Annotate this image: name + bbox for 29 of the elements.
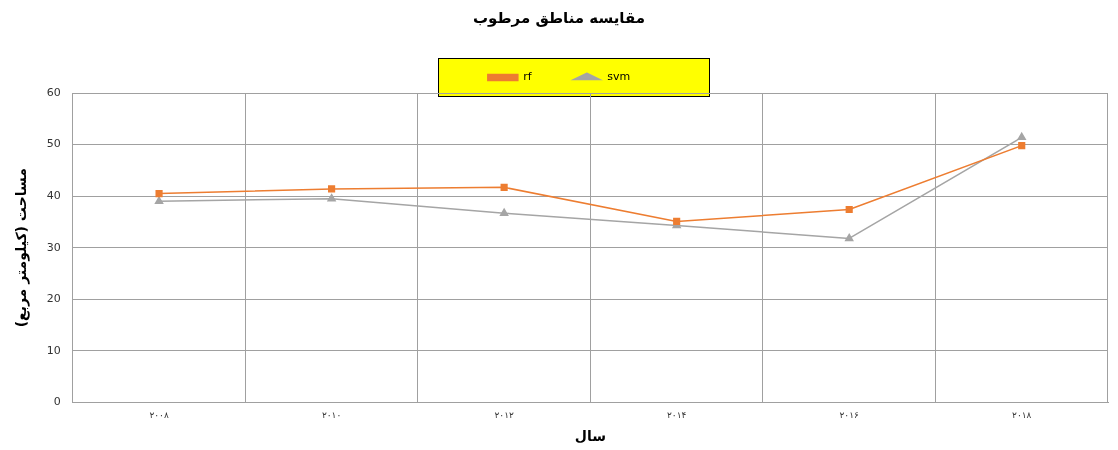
legend-label: svm xyxy=(607,70,631,84)
point xyxy=(327,193,336,202)
point xyxy=(328,185,336,193)
x-tick-label: ۲۰۱۸ xyxy=(1012,410,1032,421)
point xyxy=(845,205,853,214)
y-tick-label: 40 xyxy=(46,188,61,202)
point xyxy=(1017,132,1026,141)
x-tick-label: ۲۰۱۰ xyxy=(321,410,342,421)
y-tick-label: 60 xyxy=(46,85,61,99)
legend-label: rf xyxy=(523,70,533,84)
y-tick-label: 30 xyxy=(46,240,61,254)
chart-title: مقایسه مناطق مرطوب xyxy=(472,8,646,27)
x-tick-label: ۲۰۱۶ xyxy=(839,410,860,421)
y-tick-label: 10 xyxy=(46,343,61,357)
point xyxy=(1018,142,1026,150)
x-tick-label: ۲۰۱۴ xyxy=(666,410,687,421)
y-tick-label: 20 xyxy=(46,292,61,306)
x-tick-label: ۲۰۰۸ xyxy=(149,410,169,421)
y-axis-title: مساحت (کیلومتر مربع) xyxy=(13,168,31,328)
x-tick-label: ۲۰۱۲ xyxy=(494,410,514,421)
point xyxy=(673,217,681,225)
point xyxy=(499,208,509,216)
x-axis-title: سال xyxy=(574,428,606,445)
point xyxy=(844,233,854,242)
point xyxy=(500,183,508,191)
point xyxy=(155,189,163,198)
point xyxy=(154,196,164,205)
y-tick-label: 0 xyxy=(53,395,61,409)
y-tick-label: 50 xyxy=(46,137,61,151)
